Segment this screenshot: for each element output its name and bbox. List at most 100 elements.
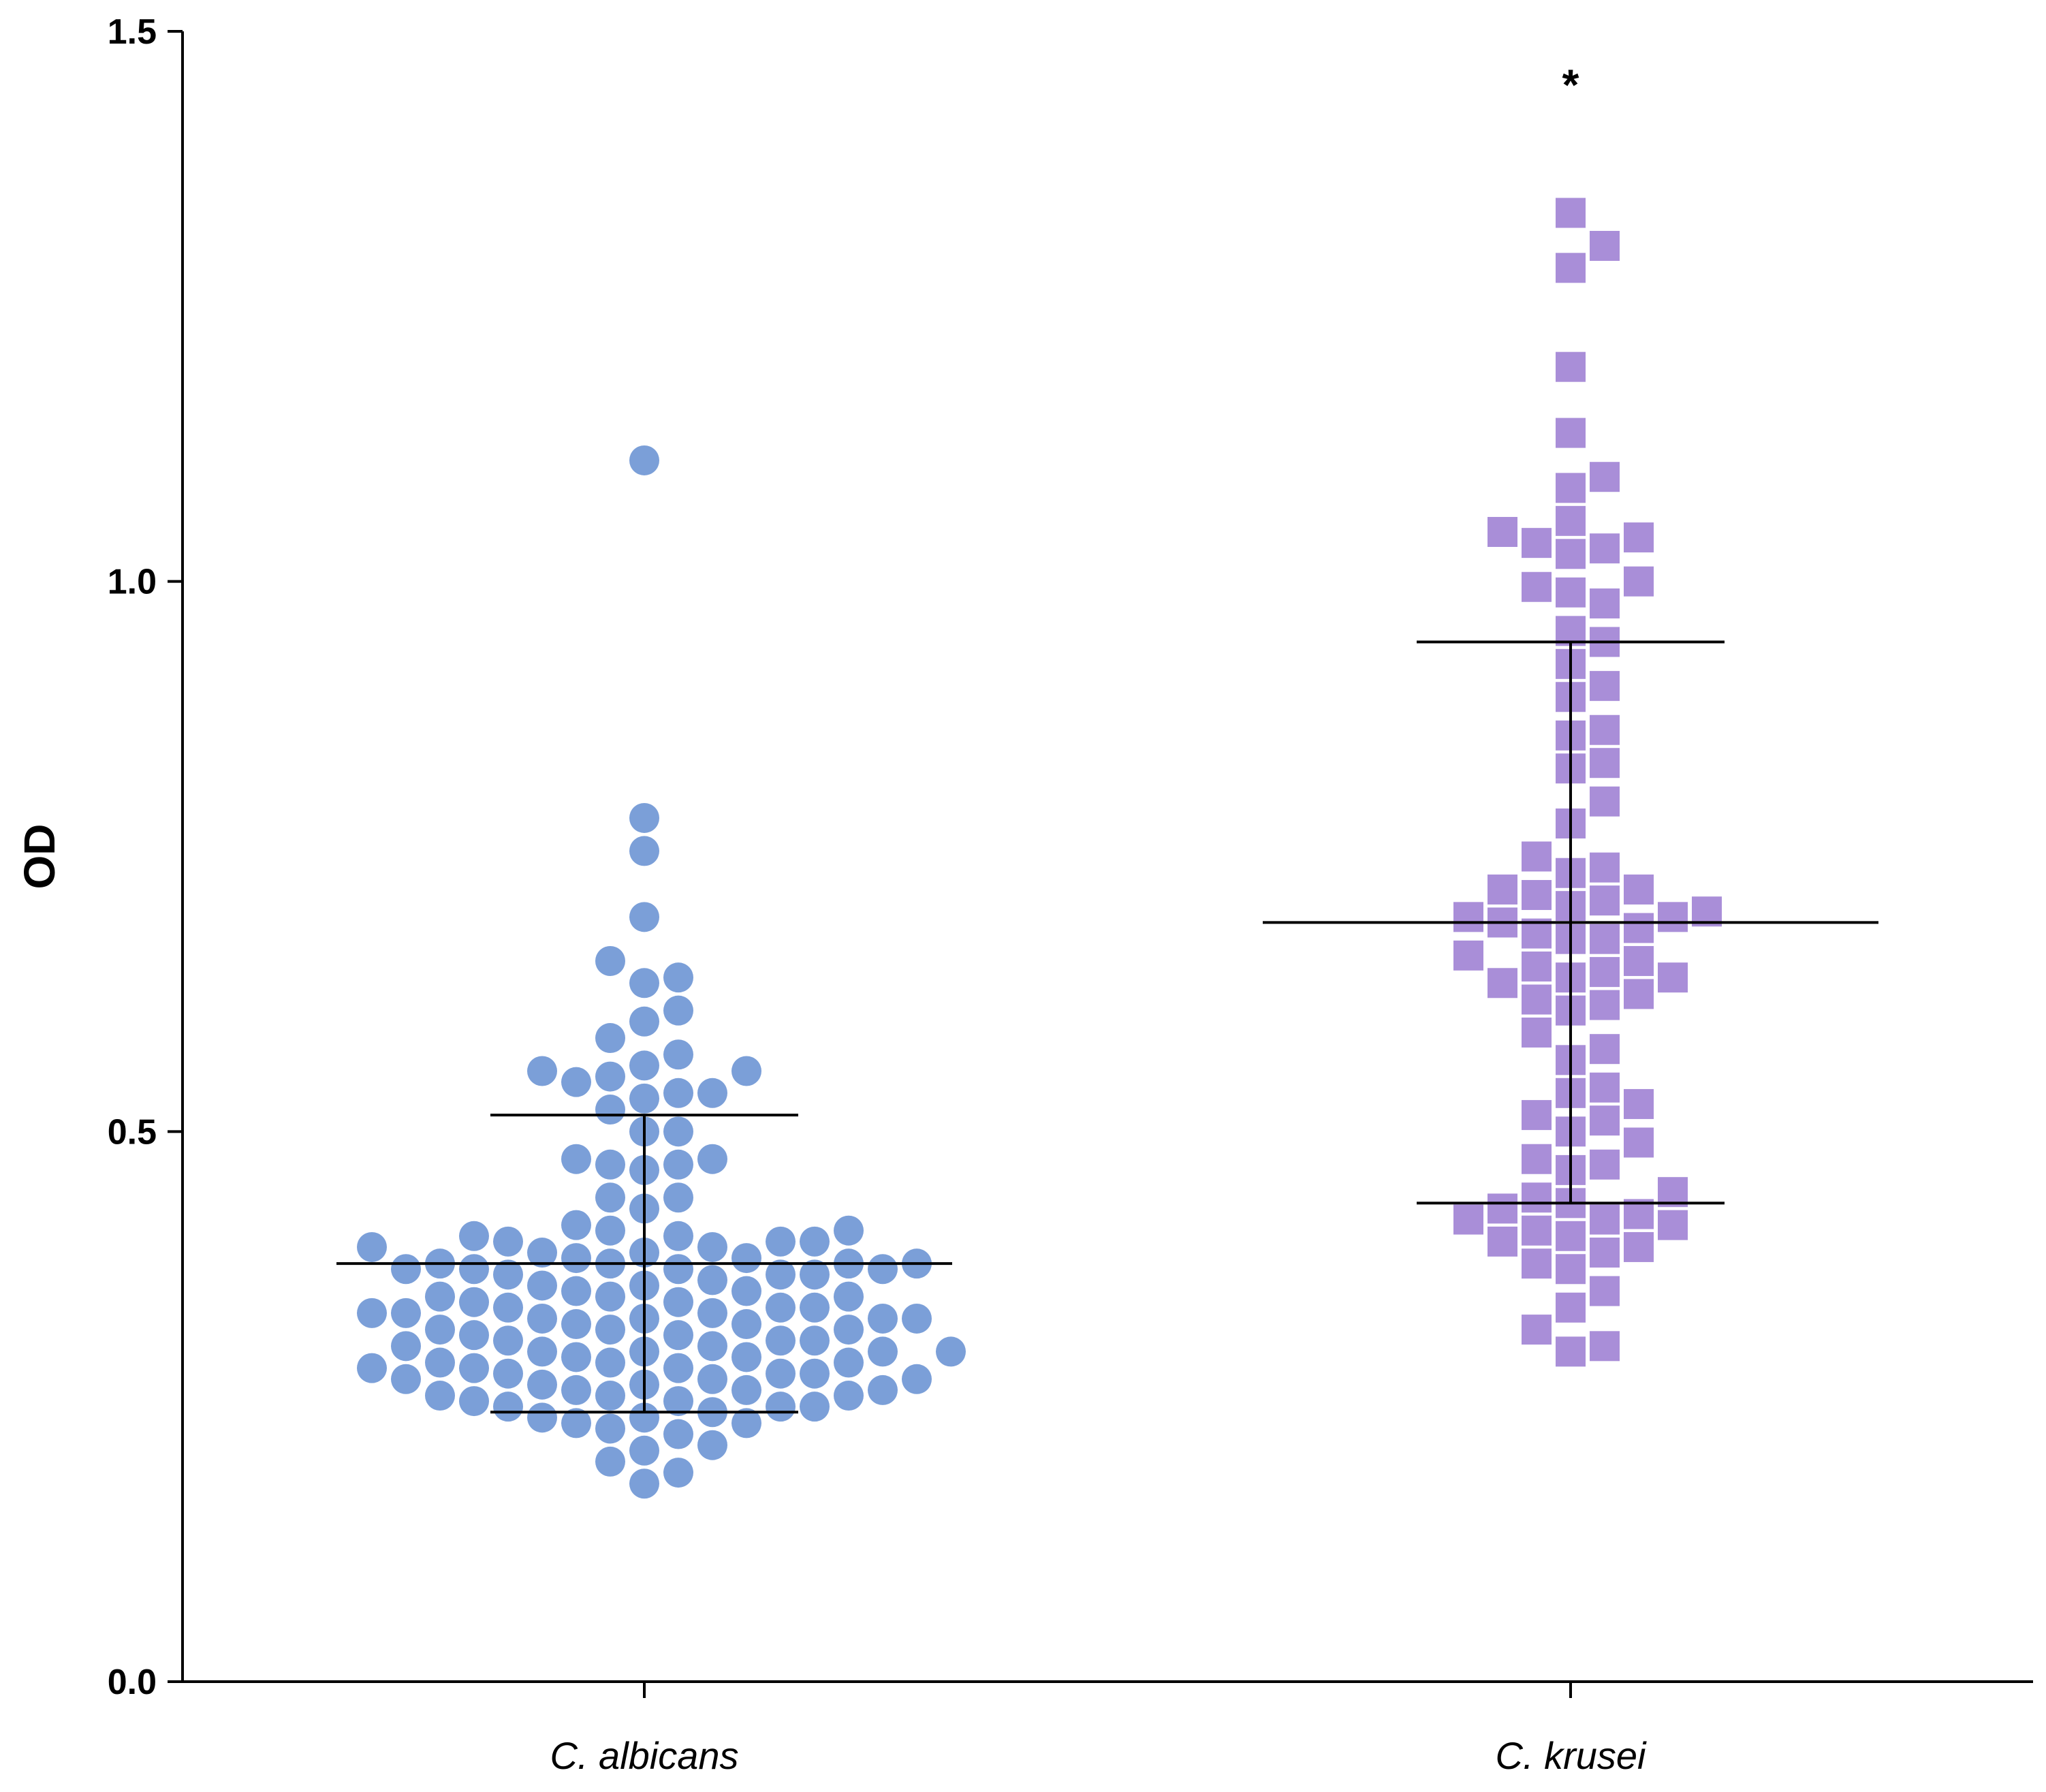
y-tick-label: 1.5 <box>108 12 157 52</box>
data-point <box>1488 516 1517 547</box>
data-point <box>1556 198 1586 228</box>
data-point <box>1590 1149 1620 1180</box>
data-point <box>663 1287 693 1317</box>
data-point <box>868 1303 898 1334</box>
data-point <box>561 1210 591 1240</box>
data-point <box>425 1281 455 1312</box>
data-point <box>595 945 625 976</box>
data-point <box>1556 418 1586 448</box>
data-point <box>1590 588 1620 618</box>
data-point <box>731 1374 761 1405</box>
data-point <box>561 1374 591 1405</box>
data-point <box>527 1402 557 1433</box>
data-point <box>595 1347 625 1378</box>
data-point <box>595 1215 625 1246</box>
data-point <box>697 1078 727 1108</box>
data-point <box>459 1320 489 1351</box>
data-point <box>697 1331 727 1362</box>
data-point <box>1522 1182 1552 1213</box>
data-point <box>1624 913 1654 943</box>
data-point <box>1522 1215 1552 1246</box>
data-point <box>1522 952 1552 982</box>
data-point <box>595 1023 625 1054</box>
data-point <box>629 902 659 932</box>
data-point <box>425 1381 455 1411</box>
data-point <box>493 1292 523 1323</box>
data-point <box>595 1315 625 1345</box>
data-point <box>902 1364 932 1394</box>
data-point <box>1556 1292 1586 1323</box>
data-point <box>1488 1226 1517 1257</box>
data-point <box>1453 902 1483 932</box>
data-point <box>1624 945 1654 976</box>
data-point <box>1658 1210 1688 1240</box>
data-point <box>527 1238 557 1268</box>
data-point <box>1556 505 1586 536</box>
data-point <box>1590 714 1620 745</box>
data-point <box>595 1446 625 1477</box>
data-point <box>902 1303 932 1334</box>
data-point <box>663 1353 693 1383</box>
data-point <box>493 1392 523 1422</box>
data-point <box>1624 1088 1654 1119</box>
data-point <box>834 1381 864 1411</box>
data-point <box>834 1281 864 1312</box>
data-point <box>1590 1034 1620 1065</box>
data-point <box>800 1292 830 1323</box>
data-point <box>527 1369 557 1400</box>
data-point <box>1624 1231 1654 1262</box>
data-point <box>1522 528 1552 559</box>
data-point <box>1556 1221 1586 1251</box>
data-point <box>1453 940 1483 971</box>
data-point <box>1590 1331 1620 1362</box>
data-point <box>459 1254 489 1285</box>
x-category-label: C. albicans <box>550 1734 738 1777</box>
data-point <box>595 1095 625 1125</box>
data-point <box>1624 1127 1654 1158</box>
data-point <box>663 1386 693 1417</box>
data-point <box>527 1270 557 1301</box>
y-axis-title: OD <box>15 824 64 890</box>
data-point <box>1556 473 1586 503</box>
data-point <box>834 1215 864 1246</box>
data-point <box>800 1392 830 1422</box>
data-point <box>697 1144 727 1174</box>
data-point <box>936 1336 966 1367</box>
y-tick-label: 1.0 <box>108 563 157 602</box>
data-point <box>629 1006 659 1037</box>
data-point <box>1590 957 1620 988</box>
data-point <box>868 1254 898 1285</box>
data-point <box>800 1226 830 1257</box>
data-point <box>663 1116 693 1147</box>
data-point <box>766 1292 796 1323</box>
data-point <box>459 1221 489 1251</box>
data-point <box>663 995 693 1026</box>
data-point <box>561 1243 591 1274</box>
data-point <box>595 1182 625 1213</box>
data-point <box>663 1078 693 1108</box>
data-point <box>1488 1193 1517 1224</box>
data-point <box>663 962 693 993</box>
data-point <box>1522 571 1552 602</box>
data-point <box>1590 1238 1620 1268</box>
labels: 0.0 0.5 1.0 1.5 C. albicans C. krusei OD * <box>15 12 1647 1777</box>
data-point <box>766 1325 796 1356</box>
data-point <box>629 1050 659 1081</box>
data-point <box>800 1259 830 1290</box>
data-point <box>697 1231 727 1262</box>
data-point <box>663 1320 693 1351</box>
data-point <box>459 1386 489 1417</box>
data-point <box>663 1221 693 1251</box>
data-point <box>595 1149 625 1180</box>
data-point <box>561 1408 591 1439</box>
data-point <box>731 1243 761 1274</box>
data-point <box>425 1315 455 1345</box>
data-point <box>561 1144 591 1174</box>
data-point <box>1590 1276 1620 1306</box>
data-point <box>697 1364 727 1394</box>
data-point <box>357 1231 387 1262</box>
data-point <box>663 1419 693 1449</box>
data-point <box>357 1298 387 1328</box>
data-point <box>629 1435 659 1466</box>
data-point <box>1522 1144 1552 1174</box>
